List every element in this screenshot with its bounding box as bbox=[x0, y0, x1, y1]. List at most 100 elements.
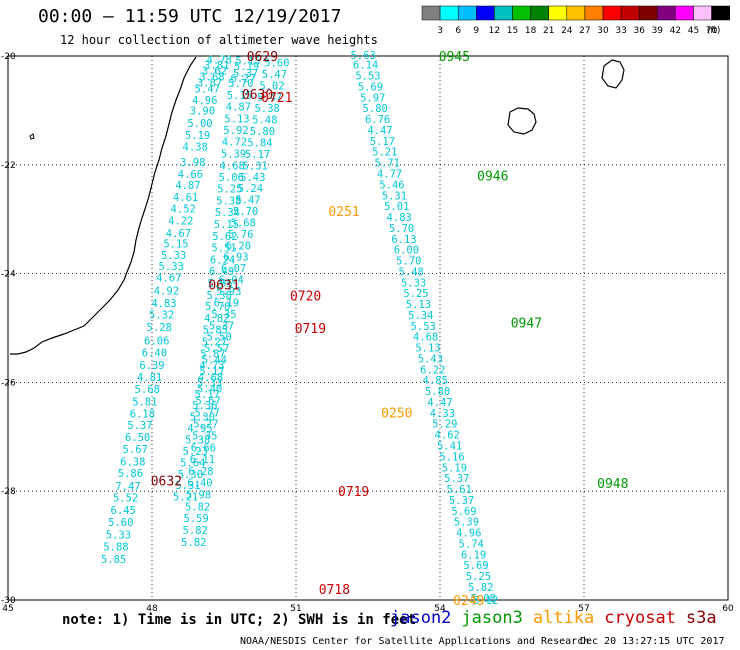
satellite-legend: jason2 jason3 altika cryosat s3a bbox=[390, 608, 717, 628]
y-tick-label: -22 bbox=[1, 161, 16, 171]
swh-value: 6.00 bbox=[394, 245, 419, 257]
swh-value: 5.31 bbox=[243, 160, 268, 172]
swh-value: 5.80 bbox=[250, 126, 275, 138]
swh-value: 5.21 bbox=[173, 492, 198, 504]
swh-value: 5.82 bbox=[185, 501, 210, 513]
pass-time-label: 0630 bbox=[242, 88, 273, 103]
satellite-legend-cryosat: cryosat bbox=[604, 608, 676, 628]
swh-value: 4.83 bbox=[151, 298, 176, 310]
swh-value: 5.13 bbox=[415, 343, 440, 355]
pass-time-label: 0945 bbox=[439, 50, 470, 65]
colorbar-swatch bbox=[711, 5, 730, 21]
swh-value: 4.68 bbox=[220, 160, 245, 172]
colorbar-swatch bbox=[566, 5, 586, 21]
map-frame bbox=[7, 55, 729, 601]
swh-value: 5.37 bbox=[449, 495, 474, 507]
swh-value: 5.33 bbox=[401, 277, 426, 289]
swh-value: 6.40 bbox=[142, 347, 167, 359]
swh-value: 5.70 bbox=[389, 223, 414, 235]
swh-value: 5.93 bbox=[216, 286, 241, 298]
pass-time-label: 0631 bbox=[208, 278, 239, 293]
colorbar-label: 21 bbox=[543, 26, 554, 36]
swh-value: 4.77 bbox=[377, 169, 402, 181]
swh-value: 6.12 bbox=[473, 595, 498, 607]
swh-value: 5.39 bbox=[221, 148, 246, 160]
swh-value: 5.60 bbox=[264, 58, 289, 70]
swh-value: 5.01 bbox=[384, 201, 409, 213]
swh-value: 3.62 bbox=[202, 66, 227, 78]
swh-value: 5.67 bbox=[196, 395, 221, 407]
swh-value: 5.47 bbox=[235, 195, 260, 207]
swh-value: 6.14 bbox=[353, 60, 378, 72]
colorbar-label: 6 bbox=[455, 26, 461, 36]
colorbar-swatch bbox=[457, 5, 477, 21]
swh-value: 5.38 bbox=[255, 103, 280, 115]
swh-value: 5.40 bbox=[197, 383, 222, 395]
colorbar-label: 18 bbox=[525, 26, 537, 36]
swh-value: 6.50 bbox=[125, 432, 150, 444]
swh-value: 5.48 bbox=[399, 266, 424, 278]
swh-value: 5.19 bbox=[185, 130, 210, 142]
swh-value: 5.15 bbox=[227, 90, 252, 102]
swh-value: 5.25 bbox=[403, 288, 428, 300]
swh-value: 5.43 bbox=[240, 172, 265, 184]
reunion-island bbox=[507, 107, 537, 135]
y-tick-label: -28 bbox=[1, 487, 16, 497]
swh-value: 5.70 bbox=[233, 206, 258, 218]
swh-value: 5.76 bbox=[228, 229, 253, 241]
colorbar-swatch bbox=[512, 5, 531, 21]
swh-value: 5.33 bbox=[106, 530, 131, 542]
swh-value: 6.20 bbox=[226, 240, 251, 252]
swh-value: 4.67 bbox=[156, 272, 181, 284]
colorbar-label: 15 bbox=[507, 26, 518, 36]
x-tick-label: 54 bbox=[434, 604, 446, 614]
swh-value: 5.38 bbox=[185, 435, 210, 447]
islet bbox=[29, 133, 35, 140]
colorbar-label: 3 bbox=[437, 26, 443, 36]
swh-value: 3.81 bbox=[204, 60, 229, 72]
pass-time-label: 0250 bbox=[381, 406, 412, 421]
swh-value: 4.68 bbox=[198, 372, 223, 384]
swh-value: 4.85 bbox=[423, 375, 448, 387]
swh-value: 6.04 bbox=[219, 275, 244, 287]
footer-timestamp: Dec 20 13:27:15 UTC 2017 bbox=[580, 636, 725, 647]
y-tick-label: -20 bbox=[1, 52, 16, 62]
swh-value: 5.32 bbox=[149, 309, 174, 321]
satellite-legend-s3a: s3a bbox=[685, 608, 717, 628]
swh-value: 6.76 bbox=[365, 114, 390, 126]
swh-value: 5.37 bbox=[444, 473, 469, 485]
swh-value: 5.33 bbox=[161, 250, 186, 262]
swh-value: 5.85 bbox=[101, 554, 126, 566]
swh-value: 5.97 bbox=[360, 92, 385, 104]
swh-value: 4.38 bbox=[183, 141, 208, 153]
swh-value: 5.98 bbox=[186, 489, 211, 501]
swh-value: 5.31 bbox=[382, 190, 407, 202]
pass-time-label: 0721 bbox=[261, 91, 292, 106]
pass-time-label: 0251 bbox=[328, 205, 359, 220]
swh-value: 5.62 bbox=[212, 231, 237, 243]
swh-value: 4.67 bbox=[166, 228, 191, 240]
swh-value: 4.62 bbox=[435, 430, 460, 442]
swh-value: 5.19 bbox=[234, 61, 259, 73]
pass-time-label: 0632 bbox=[151, 474, 182, 489]
satellite-legend-jason2: jason2 bbox=[390, 608, 452, 628]
swh-value: 6.24 bbox=[210, 254, 235, 266]
swh-value: 4.33 bbox=[430, 408, 455, 420]
colorbar-unit: (ft) bbox=[707, 26, 721, 36]
swh-value: 4.82 bbox=[204, 313, 229, 325]
swh-value: 4.83 bbox=[387, 212, 412, 224]
swh-value: 6.19 bbox=[214, 297, 239, 309]
swh-value: 4.96 bbox=[192, 95, 217, 107]
swh-value: 5.25 bbox=[466, 571, 491, 583]
swh-value: 4.96 bbox=[456, 528, 481, 540]
colorbar-label: 9 bbox=[473, 26, 479, 36]
swh-value: 6.45 bbox=[111, 505, 136, 517]
swh-value: 4.47 bbox=[427, 397, 452, 409]
swh-value: 5.28 bbox=[147, 322, 172, 334]
swh-value: 3.68 bbox=[199, 72, 224, 84]
swh-value: 7.47 bbox=[115, 481, 140, 493]
swh-value: 5.17 bbox=[199, 366, 224, 378]
swh-value: 5.82 bbox=[468, 582, 493, 594]
swh-value: 4.87 bbox=[226, 102, 251, 114]
swh-value: 6.28 bbox=[188, 466, 213, 478]
